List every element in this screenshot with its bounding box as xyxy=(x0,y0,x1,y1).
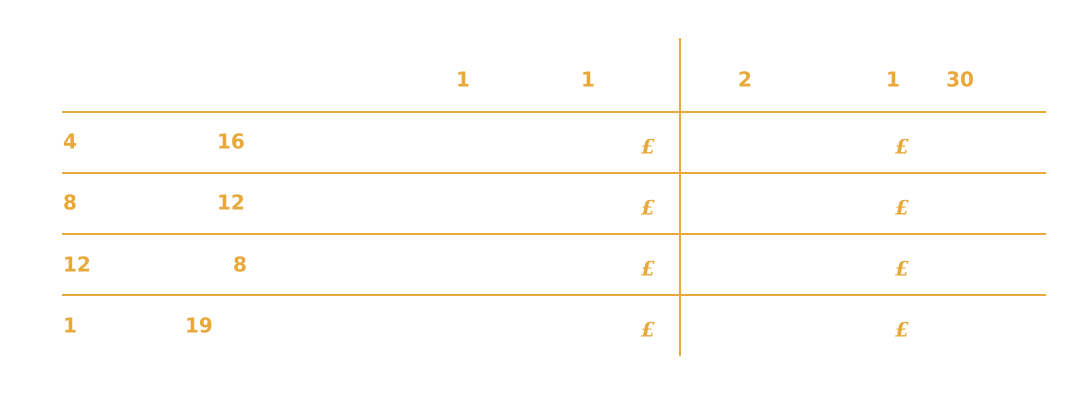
cell: 8 xyxy=(233,253,247,277)
price: £ xyxy=(641,318,655,342)
price: £ xyxy=(895,318,909,342)
cell: 12 xyxy=(63,253,91,277)
price: £ xyxy=(641,196,655,220)
cell: 8 xyxy=(63,191,77,215)
header-label: 1 xyxy=(456,68,470,92)
cell: 16 xyxy=(217,130,245,154)
header-label: 2 xyxy=(738,68,752,92)
price: £ xyxy=(641,135,655,159)
price: £ xyxy=(895,135,909,159)
price: £ xyxy=(641,257,655,281)
cell: 1 xyxy=(63,314,77,338)
cell: 19 xyxy=(185,314,213,338)
header-label: 1 xyxy=(581,68,595,92)
cell: 12 xyxy=(217,191,245,215)
header-label: 1 xyxy=(886,68,900,92)
cell: 4 xyxy=(63,130,77,154)
header-label: 30 xyxy=(946,68,974,92)
price: £ xyxy=(895,196,909,220)
price: £ xyxy=(895,257,909,281)
